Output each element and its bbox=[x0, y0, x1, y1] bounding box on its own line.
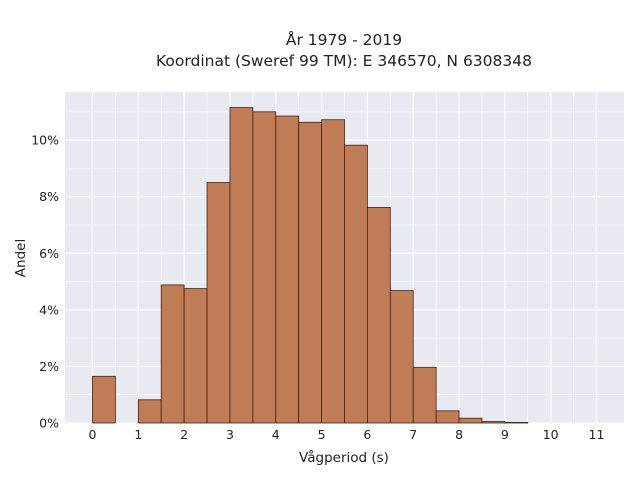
x-tick-label: 10 bbox=[543, 427, 559, 442]
chart-title-line-1: År 1979 - 2019 bbox=[286, 30, 402, 49]
y-tick-label: 0% bbox=[39, 416, 59, 431]
x-tick-label: 2 bbox=[180, 427, 188, 442]
histogram-bars bbox=[92, 107, 529, 424]
histogram-bar bbox=[92, 375, 116, 424]
histogram-bar bbox=[206, 182, 231, 424]
x-tick-label: 3 bbox=[226, 427, 234, 442]
histogram-bar bbox=[160, 284, 185, 424]
histogram-bar bbox=[344, 144, 368, 424]
histogram-bar bbox=[229, 107, 254, 424]
y-axis-label: Andel bbox=[13, 239, 29, 277]
x-tick-label: 8 bbox=[455, 427, 463, 442]
chart-title-line-2: Koordinat (Sweref 99 TM): E 346570, N 63… bbox=[156, 52, 532, 70]
histogram-bar bbox=[275, 115, 300, 424]
histogram-bar bbox=[252, 111, 277, 424]
y-tick-label: 4% bbox=[39, 302, 59, 317]
y-tick-label: 2% bbox=[39, 359, 59, 374]
histogram-bar bbox=[367, 207, 391, 424]
x-tick-label: 1 bbox=[134, 427, 142, 442]
histogram-bar bbox=[412, 366, 437, 424]
histogram-bar bbox=[435, 410, 460, 424]
x-tick-label: 9 bbox=[501, 427, 509, 442]
x-tick-label: 0 bbox=[89, 427, 97, 442]
y-tick-label: 10% bbox=[31, 133, 59, 148]
histogram-bar bbox=[298, 121, 322, 424]
x-axis-ticks: 0 1 2 3 4 5 6 7 8 9 10 11 bbox=[89, 427, 605, 442]
histogram-bar bbox=[137, 399, 162, 424]
x-tick-label: 7 bbox=[409, 427, 417, 442]
x-axis-label: Vågperiod (s) bbox=[299, 449, 389, 466]
y-tick-label: 8% bbox=[39, 189, 59, 204]
histogram-bar bbox=[481, 421, 506, 424]
x-tick-label: 4 bbox=[272, 427, 280, 442]
y-axis-ticks: 0% 2% 4% 6% 8% 10% bbox=[31, 133, 59, 431]
x-tick-label: 6 bbox=[363, 427, 371, 442]
histogram-bar bbox=[504, 422, 529, 424]
histogram-bar bbox=[389, 290, 414, 424]
histogram-bar bbox=[458, 417, 483, 424]
histogram-bar bbox=[321, 119, 345, 424]
histogram-bar bbox=[183, 288, 208, 424]
x-tick-label: 5 bbox=[318, 427, 326, 442]
x-tick-label: 11 bbox=[589, 427, 605, 442]
y-tick-label: 6% bbox=[39, 246, 59, 261]
